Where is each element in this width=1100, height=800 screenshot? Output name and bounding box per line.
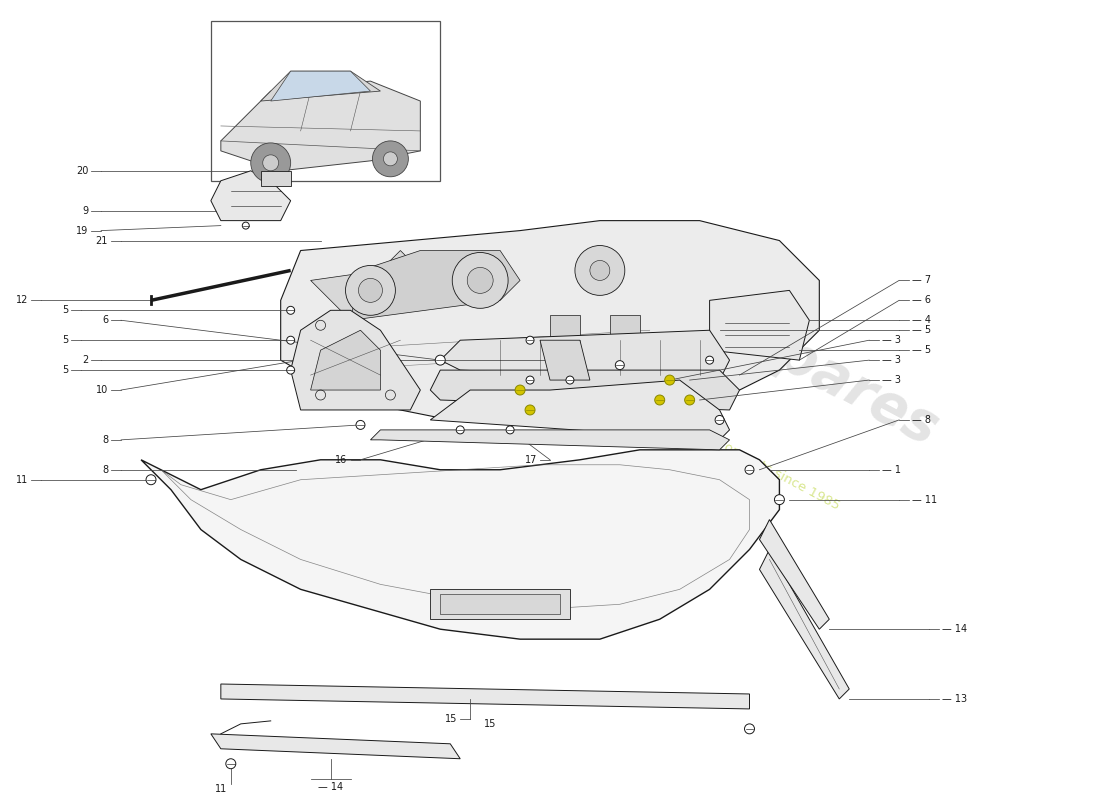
Text: — 6: — 6: [912, 295, 931, 306]
Text: — 11: — 11: [912, 494, 937, 505]
Text: — 14: — 14: [318, 782, 343, 792]
Polygon shape: [211, 734, 460, 758]
Circle shape: [356, 421, 365, 430]
Circle shape: [436, 355, 446, 365]
Text: — 1: — 1: [882, 465, 901, 474]
Circle shape: [615, 361, 625, 370]
Text: 8: 8: [102, 435, 108, 445]
FancyBboxPatch shape: [550, 315, 580, 340]
Circle shape: [506, 426, 514, 434]
Polygon shape: [371, 430, 729, 450]
Polygon shape: [290, 310, 420, 410]
Text: 11: 11: [214, 784, 227, 794]
Circle shape: [263, 155, 278, 170]
Polygon shape: [221, 81, 420, 170]
Polygon shape: [540, 340, 590, 380]
Text: 21: 21: [96, 235, 108, 246]
Polygon shape: [141, 450, 780, 639]
Circle shape: [575, 246, 625, 295]
Text: 8: 8: [102, 465, 108, 474]
Text: 10: 10: [96, 385, 108, 395]
Circle shape: [242, 222, 250, 229]
Text: — 5: — 5: [912, 326, 932, 335]
Text: 2: 2: [81, 355, 88, 365]
Text: 5: 5: [62, 365, 68, 375]
Circle shape: [774, 494, 784, 505]
Circle shape: [226, 758, 235, 769]
Polygon shape: [430, 380, 729, 440]
Polygon shape: [211, 170, 290, 221]
Circle shape: [745, 466, 754, 474]
Circle shape: [664, 375, 674, 385]
Polygon shape: [261, 71, 381, 101]
Circle shape: [287, 306, 295, 314]
Circle shape: [345, 266, 395, 315]
Circle shape: [287, 366, 295, 374]
Circle shape: [287, 336, 295, 344]
Polygon shape: [440, 330, 729, 380]
Polygon shape: [351, 250, 520, 320]
Text: — 7: — 7: [912, 275, 932, 286]
Text: 15: 15: [484, 719, 496, 729]
Polygon shape: [759, 519, 829, 630]
Text: — 14: — 14: [942, 624, 967, 634]
Circle shape: [146, 474, 156, 485]
Circle shape: [373, 141, 408, 177]
Circle shape: [384, 152, 397, 166]
Text: 15: 15: [444, 714, 458, 724]
Polygon shape: [430, 590, 570, 619]
Polygon shape: [310, 250, 420, 320]
Polygon shape: [440, 594, 560, 614]
Circle shape: [452, 253, 508, 308]
Polygon shape: [759, 550, 849, 699]
Text: eurospares: eurospares: [612, 244, 947, 456]
Text: — 5: — 5: [912, 345, 932, 355]
Text: 6: 6: [102, 315, 108, 326]
Text: 5: 5: [62, 306, 68, 315]
Circle shape: [526, 336, 534, 344]
Text: 20: 20: [76, 166, 88, 176]
FancyBboxPatch shape: [609, 315, 640, 340]
Circle shape: [684, 395, 694, 405]
Circle shape: [456, 426, 464, 434]
Text: 12: 12: [15, 295, 29, 306]
Polygon shape: [310, 330, 381, 390]
Polygon shape: [221, 684, 749, 709]
Polygon shape: [280, 221, 820, 420]
Text: 16: 16: [336, 454, 348, 465]
Polygon shape: [710, 290, 810, 360]
Text: 5: 5: [62, 335, 68, 346]
Circle shape: [526, 376, 534, 384]
Circle shape: [525, 405, 535, 415]
Text: 17: 17: [525, 454, 537, 465]
Text: — 13: — 13: [942, 694, 967, 704]
Circle shape: [654, 395, 664, 405]
Circle shape: [745, 724, 755, 734]
Circle shape: [590, 261, 609, 281]
Text: 11: 11: [16, 474, 29, 485]
Polygon shape: [261, 170, 290, 186]
Text: — 8: — 8: [912, 415, 931, 425]
Text: 9: 9: [82, 206, 88, 216]
Circle shape: [359, 278, 383, 302]
Text: 19: 19: [76, 226, 88, 235]
Polygon shape: [430, 370, 739, 410]
Text: — 3: — 3: [882, 355, 901, 365]
Text: — 3: — 3: [882, 335, 901, 346]
Circle shape: [566, 376, 574, 384]
Text: — 3: — 3: [882, 375, 901, 385]
Text: a passion for parts since 1985: a passion for parts since 1985: [658, 407, 842, 513]
Circle shape: [705, 356, 714, 364]
Circle shape: [515, 385, 525, 395]
Circle shape: [468, 267, 493, 294]
Polygon shape: [271, 71, 371, 101]
FancyBboxPatch shape: [211, 22, 440, 181]
Circle shape: [715, 415, 724, 425]
Text: — 4: — 4: [912, 315, 931, 326]
Circle shape: [251, 143, 290, 182]
